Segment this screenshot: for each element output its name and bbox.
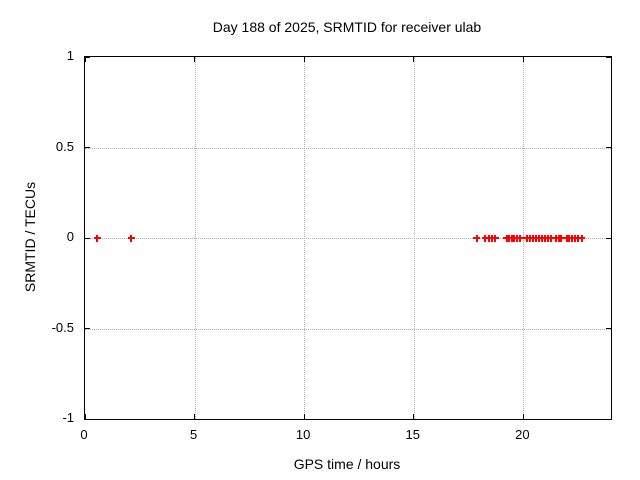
plot-area xyxy=(84,56,612,420)
x-tick-mark xyxy=(303,57,305,62)
y-tick-label: 0.5 xyxy=(55,138,74,154)
marker-vertical-arm xyxy=(549,234,552,242)
y-tick-mark xyxy=(85,56,90,58)
data-point-marker xyxy=(473,234,481,242)
marker-vertical-arm xyxy=(475,234,478,242)
gridline-horizontal xyxy=(85,147,611,149)
x-tick-label: 10 xyxy=(295,427,311,442)
x-tick-mark xyxy=(84,414,86,419)
x-tick-label: 5 xyxy=(189,427,198,442)
x-tick-mark xyxy=(194,57,196,62)
x-tick-label: 15 xyxy=(405,427,420,442)
gridline-horizontal xyxy=(85,328,611,330)
y-tick-mark xyxy=(606,328,611,329)
marker-vertical-arm xyxy=(494,234,497,242)
data-point-marker xyxy=(516,234,524,242)
x-axis-label: GPS time / hours xyxy=(293,456,401,472)
x-tick-mark xyxy=(413,57,415,62)
y-tick-label: 1 xyxy=(66,48,74,63)
data-point-marker xyxy=(547,234,554,242)
x-tick-mark xyxy=(522,414,524,419)
gridline-vertical xyxy=(194,57,196,419)
gridline-vertical xyxy=(413,57,415,419)
chart-title: Day 188 of 2025, SRMTID for receiver ula… xyxy=(212,19,482,35)
marker-vertical-arm xyxy=(576,234,579,242)
data-point-marker xyxy=(93,234,101,242)
y-tick-label: -1 xyxy=(62,410,74,425)
x-tick-mark xyxy=(194,414,196,419)
data-point-marker xyxy=(491,234,499,242)
x-tick-mark xyxy=(522,57,524,62)
gridline-horizontal xyxy=(85,238,611,239)
y-tick-mark xyxy=(606,418,611,420)
data-point-marker xyxy=(557,234,565,242)
y-tick-label: -0.5 xyxy=(51,319,74,335)
y-tick-mark xyxy=(606,237,611,239)
x-tick-mark xyxy=(303,414,305,419)
gridline-vertical xyxy=(304,57,306,419)
data-point-marker xyxy=(574,234,582,242)
x-tick-mark xyxy=(84,57,86,62)
x-tick-label: 0 xyxy=(80,427,88,442)
y-tick-label: 0 xyxy=(66,229,74,244)
data-point-marker xyxy=(578,234,586,242)
marker-vertical-arm xyxy=(484,234,487,242)
y-tick-mark xyxy=(85,418,90,420)
y-tick-mark xyxy=(606,147,611,148)
marker-vertical-arm xyxy=(518,234,521,242)
marker-vertical-arm xyxy=(130,234,133,242)
marker-vertical-arm xyxy=(560,234,563,242)
marker-vertical-arm xyxy=(580,234,583,242)
y-tick-mark xyxy=(606,56,611,58)
y-tick-mark xyxy=(85,147,90,148)
marker-vertical-arm xyxy=(96,234,99,242)
data-point-marker xyxy=(127,234,135,242)
data-point-marker xyxy=(481,234,489,242)
x-tick-label: 20 xyxy=(515,427,530,442)
y-tick-mark xyxy=(85,328,90,329)
y-tick-mark xyxy=(85,237,90,239)
x-tick-mark xyxy=(413,414,415,419)
